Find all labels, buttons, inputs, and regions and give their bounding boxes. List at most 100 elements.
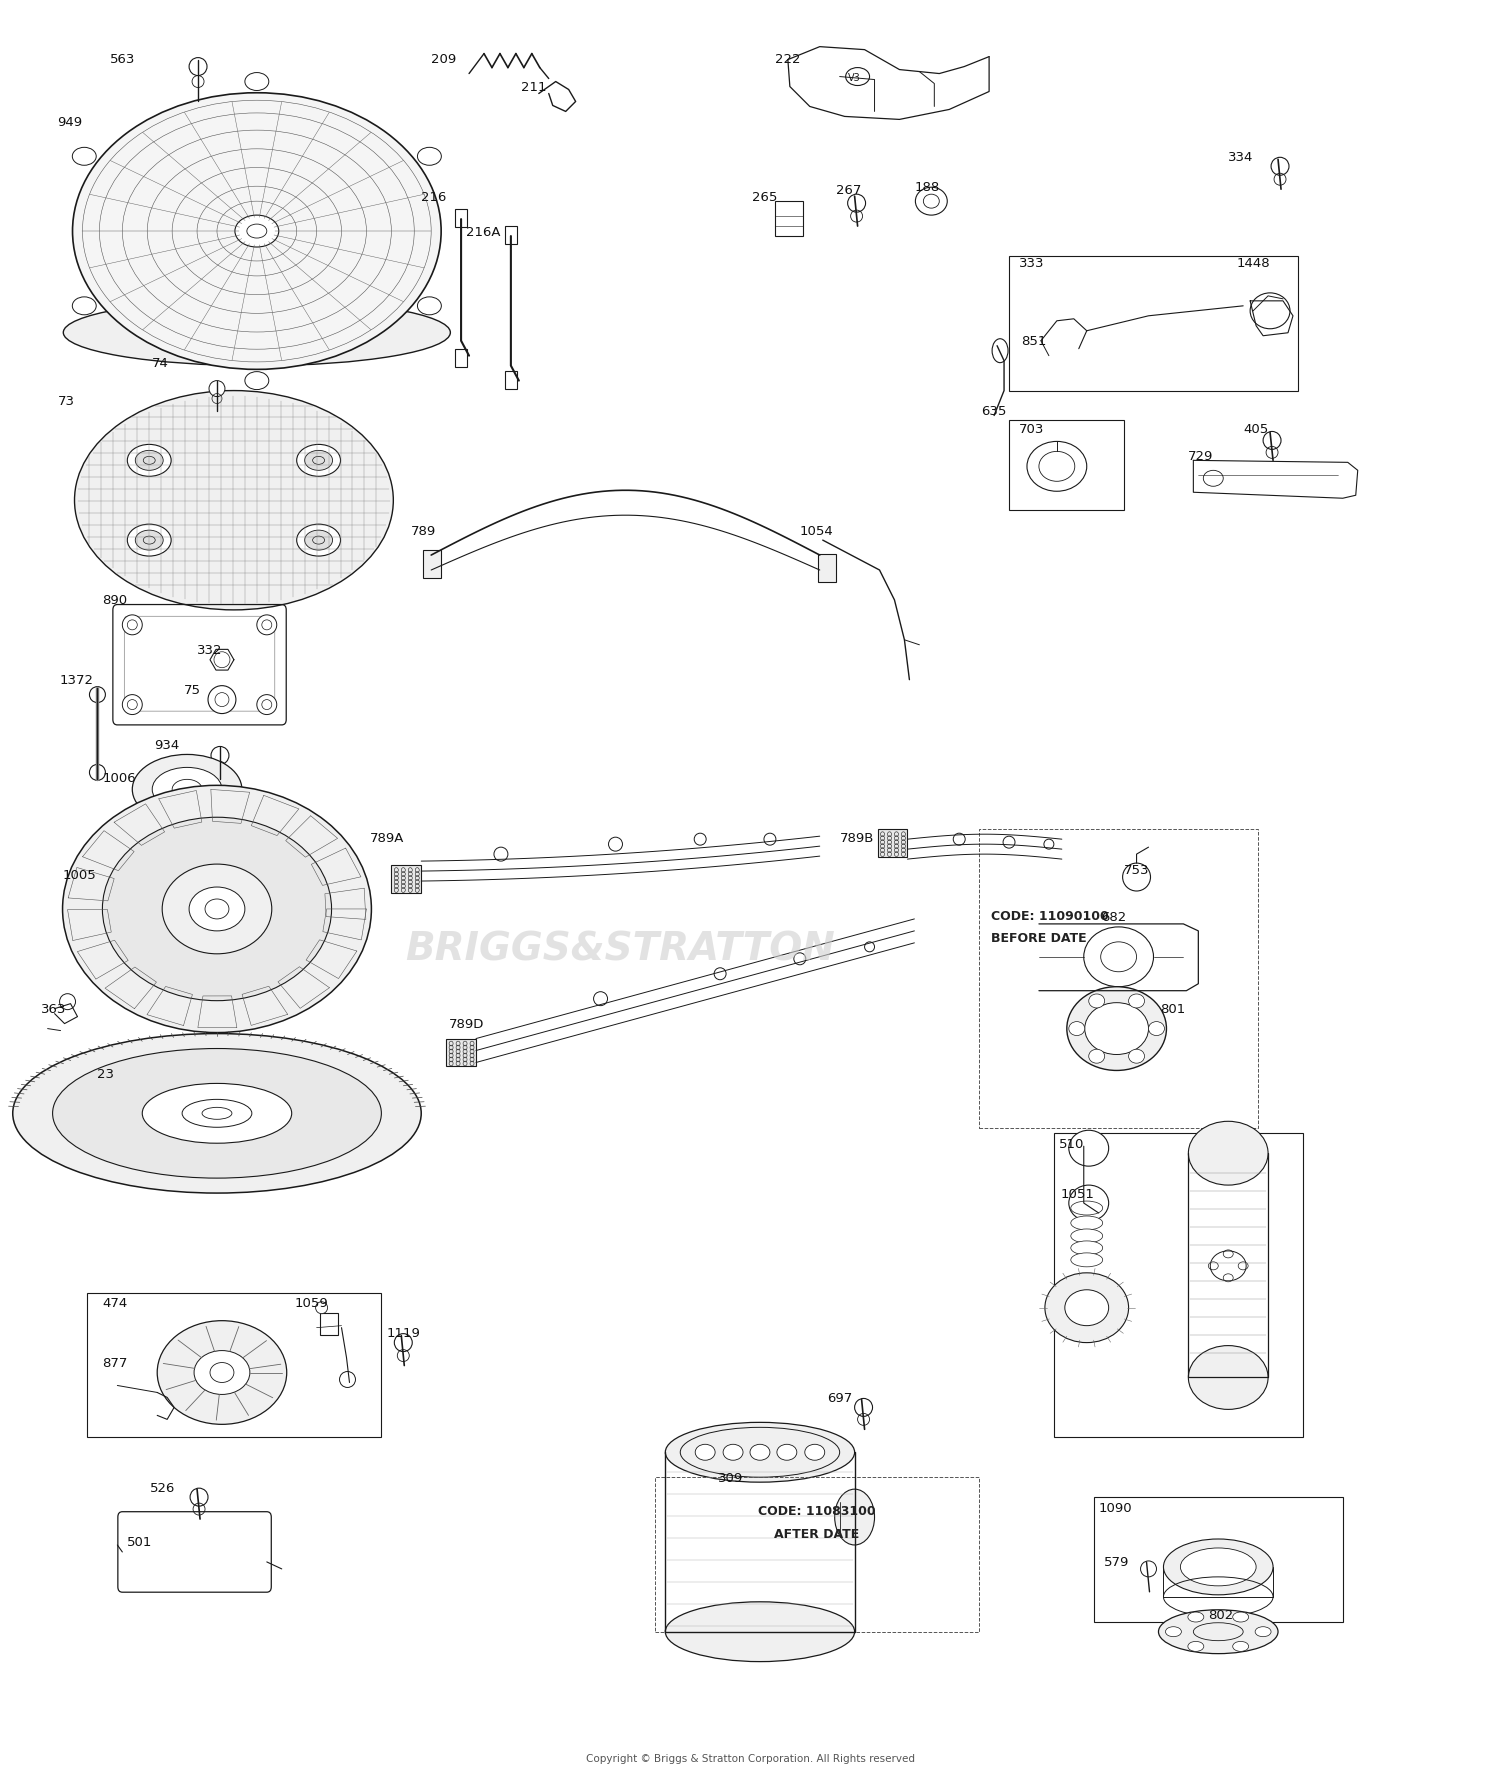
Ellipse shape — [1149, 1022, 1164, 1036]
Ellipse shape — [847, 195, 865, 213]
Ellipse shape — [189, 59, 207, 77]
Text: 1005: 1005 — [63, 868, 96, 880]
Ellipse shape — [952, 834, 964, 846]
Ellipse shape — [834, 1488, 874, 1546]
Ellipse shape — [211, 748, 230, 766]
Ellipse shape — [123, 615, 142, 635]
Ellipse shape — [1071, 1252, 1102, 1267]
Text: 332: 332 — [196, 644, 222, 657]
Ellipse shape — [915, 188, 948, 216]
Text: 1054: 1054 — [800, 524, 834, 537]
Ellipse shape — [1128, 995, 1144, 1009]
Text: 789A: 789A — [369, 832, 404, 844]
Ellipse shape — [90, 766, 105, 782]
Text: 1090: 1090 — [1098, 1501, 1132, 1513]
Text: 73: 73 — [57, 395, 75, 408]
Ellipse shape — [1210, 1251, 1246, 1281]
Ellipse shape — [1166, 1626, 1182, 1637]
Text: 890: 890 — [102, 594, 128, 606]
Text: 333: 333 — [1019, 258, 1044, 270]
Ellipse shape — [417, 148, 441, 166]
Bar — [506, 372, 518, 390]
Ellipse shape — [135, 531, 164, 551]
Ellipse shape — [256, 696, 278, 716]
Bar — [506, 227, 518, 245]
Text: 526: 526 — [150, 1481, 176, 1494]
Ellipse shape — [244, 73, 268, 91]
Ellipse shape — [1044, 839, 1054, 850]
Ellipse shape — [1233, 1642, 1248, 1651]
Ellipse shape — [1070, 1022, 1084, 1036]
Text: 703: 703 — [1019, 422, 1044, 437]
Ellipse shape — [189, 887, 244, 932]
Ellipse shape — [417, 297, 441, 315]
Text: 682: 682 — [1101, 911, 1126, 923]
Ellipse shape — [714, 968, 726, 980]
Ellipse shape — [75, 392, 393, 610]
Ellipse shape — [694, 834, 706, 846]
Ellipse shape — [1128, 1050, 1144, 1064]
Text: 75: 75 — [184, 683, 201, 696]
Ellipse shape — [1250, 293, 1290, 329]
Text: 211: 211 — [520, 81, 546, 95]
Text: 334: 334 — [1228, 150, 1254, 165]
Ellipse shape — [794, 954, 806, 966]
Ellipse shape — [72, 148, 96, 166]
Bar — [878, 830, 908, 857]
Ellipse shape — [1046, 1274, 1128, 1344]
Ellipse shape — [339, 1372, 356, 1388]
Ellipse shape — [1203, 471, 1222, 487]
Ellipse shape — [494, 848, 508, 862]
Text: 222: 222 — [776, 54, 801, 66]
Text: 802: 802 — [1209, 1608, 1233, 1621]
Ellipse shape — [992, 340, 1008, 363]
Ellipse shape — [1084, 927, 1154, 988]
Bar — [392, 866, 422, 893]
Bar — [656, 1478, 980, 1632]
Ellipse shape — [102, 818, 332, 1002]
Ellipse shape — [63, 785, 372, 1032]
Ellipse shape — [244, 372, 268, 390]
Text: 1448: 1448 — [1236, 258, 1270, 270]
Text: 1051: 1051 — [1060, 1186, 1095, 1200]
Ellipse shape — [297, 445, 340, 478]
Text: 501: 501 — [128, 1535, 153, 1549]
Bar — [1094, 1497, 1342, 1623]
Text: 635: 635 — [981, 404, 1006, 419]
Ellipse shape — [594, 993, 608, 1005]
Text: 563: 563 — [111, 54, 136, 66]
Ellipse shape — [1089, 995, 1104, 1009]
Text: 267: 267 — [836, 184, 861, 197]
Ellipse shape — [1180, 1547, 1256, 1587]
Text: 510: 510 — [1059, 1138, 1084, 1150]
Ellipse shape — [1071, 1242, 1102, 1256]
Ellipse shape — [1071, 1229, 1102, 1243]
Ellipse shape — [162, 864, 272, 954]
Ellipse shape — [1270, 157, 1288, 175]
Ellipse shape — [1066, 988, 1167, 1072]
Bar — [818, 555, 836, 583]
Ellipse shape — [777, 1444, 796, 1460]
Ellipse shape — [1028, 442, 1086, 492]
Ellipse shape — [1164, 1539, 1274, 1596]
Text: 1372: 1372 — [60, 674, 93, 687]
Ellipse shape — [90, 687, 105, 703]
Ellipse shape — [1233, 1612, 1248, 1623]
Ellipse shape — [609, 837, 622, 852]
Ellipse shape — [123, 696, 142, 716]
Ellipse shape — [152, 767, 222, 812]
Ellipse shape — [1256, 1626, 1270, 1637]
Ellipse shape — [723, 1444, 742, 1460]
Ellipse shape — [666, 1601, 855, 1662]
Ellipse shape — [304, 451, 333, 471]
Bar — [454, 209, 466, 227]
Ellipse shape — [1071, 1217, 1102, 1231]
Bar — [980, 830, 1258, 1129]
Text: 579: 579 — [1104, 1556, 1130, 1569]
Text: 949: 949 — [57, 116, 82, 129]
Ellipse shape — [855, 1399, 873, 1417]
Ellipse shape — [864, 943, 874, 952]
Text: 363: 363 — [40, 1002, 66, 1016]
Text: 216: 216 — [422, 191, 447, 204]
Bar — [1054, 1134, 1304, 1438]
